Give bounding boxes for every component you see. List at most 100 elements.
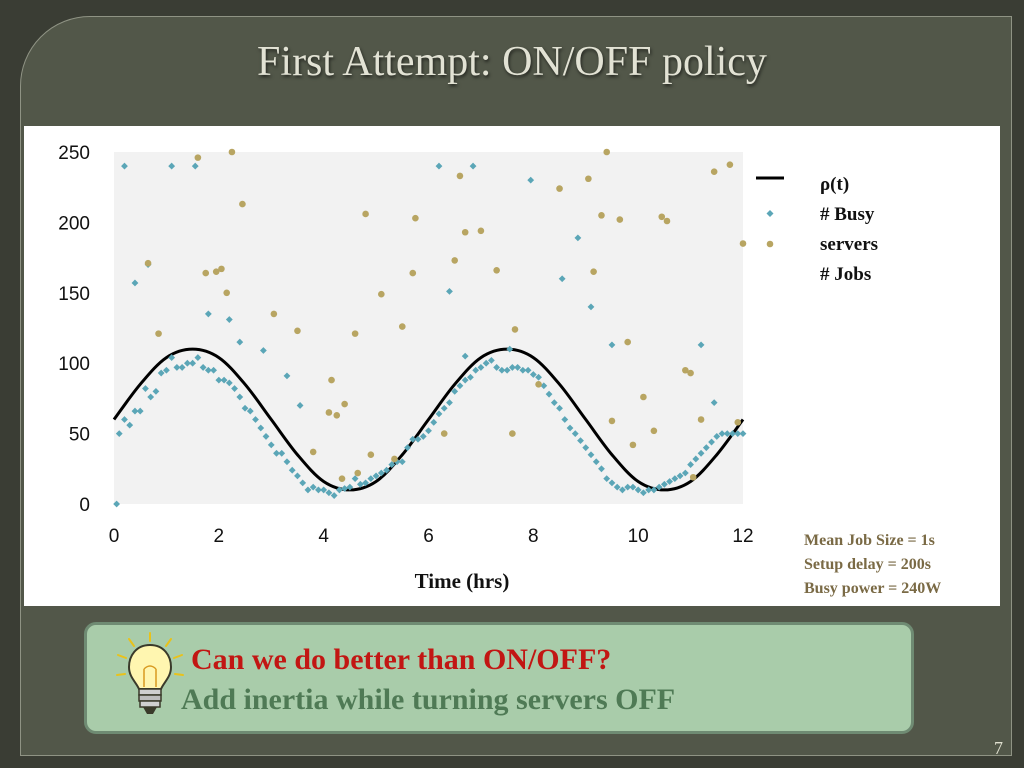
- y-tick-label: 50: [69, 425, 90, 446]
- jobs-point: [682, 366, 689, 374]
- jobs-point: [663, 217, 671, 225]
- jobs-point: [697, 416, 705, 423]
- busy-servers-point: [356, 480, 364, 488]
- busy-servers-point: [210, 366, 217, 374]
- jobs-point: [338, 475, 346, 482]
- rho-series-line: [112, 347, 745, 492]
- jobs-point: [710, 168, 718, 176]
- busy-servers-point: [508, 364, 516, 371]
- x-tick-label: 10: [628, 526, 649, 547]
- busy-servers-point: [204, 366, 212, 374]
- busy-servers-point: [676, 472, 684, 480]
- busy-servers-point: [335, 486, 343, 494]
- busy-servers-point: [383, 466, 390, 474]
- callout-question: Can we do better than ON/OFF?: [191, 643, 612, 676]
- jobs-point: [509, 430, 516, 437]
- busy-servers-point: [488, 356, 495, 364]
- jobs-point: [412, 214, 419, 222]
- jobs-point: [144, 259, 152, 267]
- busy-servers-point: [121, 416, 128, 423]
- jobs-point: [658, 213, 666, 221]
- jobs-point: [270, 310, 278, 318]
- busy-servers-point: [288, 466, 296, 474]
- jobs-point: [351, 330, 359, 337]
- busy-servers-point: [294, 472, 301, 480]
- plot-area: [114, 152, 743, 504]
- busy-servers-point: [115, 430, 123, 437]
- jobs-point: [624, 338, 631, 346]
- busy-servers-point: [189, 359, 197, 367]
- busy-servers-point: [435, 410, 443, 418]
- busy-servers-point: [377, 469, 385, 477]
- busy-servers-point: [325, 489, 333, 497]
- busy-servers-point: [262, 433, 270, 440]
- busy-servers-point: [131, 407, 139, 415]
- y-tick-label: 0: [79, 495, 90, 516]
- jobs-point: [535, 381, 542, 388]
- busy-servers-point: [619, 486, 626, 494]
- legend-jobs-swatch: [766, 240, 774, 248]
- busy-servers-point: [710, 399, 718, 407]
- scatter-chart: 0 50 100 150 200 250 0 2 4 6 8 10 12 Time (hrs): [58, 143, 784, 593]
- jobs-point: [409, 269, 417, 277]
- legend-busy-label-cont: servers: [820, 234, 879, 255]
- jobs-point: [556, 185, 563, 192]
- busy-servers-point: [729, 430, 736, 437]
- busy-servers-point: [309, 483, 317, 491]
- busy-servers-point: [320, 486, 328, 494]
- busy-servers-point: [330, 492, 338, 499]
- busy-servers-point: [191, 162, 199, 170]
- busy-servers-point: [215, 376, 223, 384]
- busy-servers-point: [236, 338, 244, 346]
- jobs-point: [511, 326, 519, 333]
- busy-servers-point: [194, 354, 202, 361]
- legend-rho-label: ρ(t): [820, 174, 850, 195]
- busy-servers-point: [697, 449, 705, 457]
- busy-servers-point: [503, 366, 511, 374]
- jobs-point: [687, 369, 694, 377]
- jobs-point: [493, 266, 500, 274]
- busy-servers-point: [283, 458, 291, 466]
- page-number: 7: [994, 738, 1003, 758]
- busy-servers-point: [582, 444, 590, 452]
- jobs-point: [608, 417, 616, 425]
- busy-servers-point: [315, 486, 322, 494]
- busy-servers-point: [372, 472, 380, 480]
- busy-servers-point: [506, 345, 514, 353]
- busy-servers-point: [461, 352, 469, 360]
- jobs-point: [378, 290, 385, 298]
- busy-servers-point: [414, 435, 422, 443]
- jobs-point: [362, 210, 369, 218]
- jobs-point: [603, 148, 611, 156]
- busy-servers-point: [246, 407, 254, 415]
- callout-answer: Add inertia while turning servers OFF: [181, 683, 676, 716]
- jobs-point: [734, 419, 742, 426]
- busy-servers-point: [183, 359, 191, 367]
- busy-servers-point: [660, 480, 668, 488]
- jobs-point: [223, 289, 230, 297]
- busy-servers-point: [220, 376, 228, 384]
- jobs-point: [739, 240, 747, 247]
- jobs-point: [650, 427, 658, 435]
- busy-servers-point: [351, 475, 359, 483]
- busy-servers-point: [404, 444, 411, 452]
- busy-servers-point: [456, 382, 464, 390]
- busy-servers-point: [136, 407, 144, 415]
- jobs-point: [228, 148, 236, 156]
- jobs-point: [294, 327, 301, 335]
- busy-servers-point: [535, 373, 542, 381]
- param-setup-delay: Setup delay = 200s: [804, 556, 931, 573]
- busy-servers-point: [419, 433, 427, 440]
- busy-servers-point: [469, 162, 477, 170]
- callout-box: Can we do better than ON/OFF? Add inerti…: [84, 622, 914, 734]
- busy-servers-point: [252, 416, 259, 423]
- jobs-point: [726, 161, 734, 168]
- busy-servers-point: [173, 364, 181, 371]
- busy-servers-point: [671, 475, 679, 483]
- busy-servers-point: [592, 458, 600, 466]
- busy-servers-point: [257, 424, 265, 432]
- busy-servers-point: [527, 176, 535, 184]
- jobs-point: [328, 376, 335, 384]
- legend-jobs-label: # Jobs: [820, 264, 872, 285]
- busy-servers-point: [451, 387, 459, 395]
